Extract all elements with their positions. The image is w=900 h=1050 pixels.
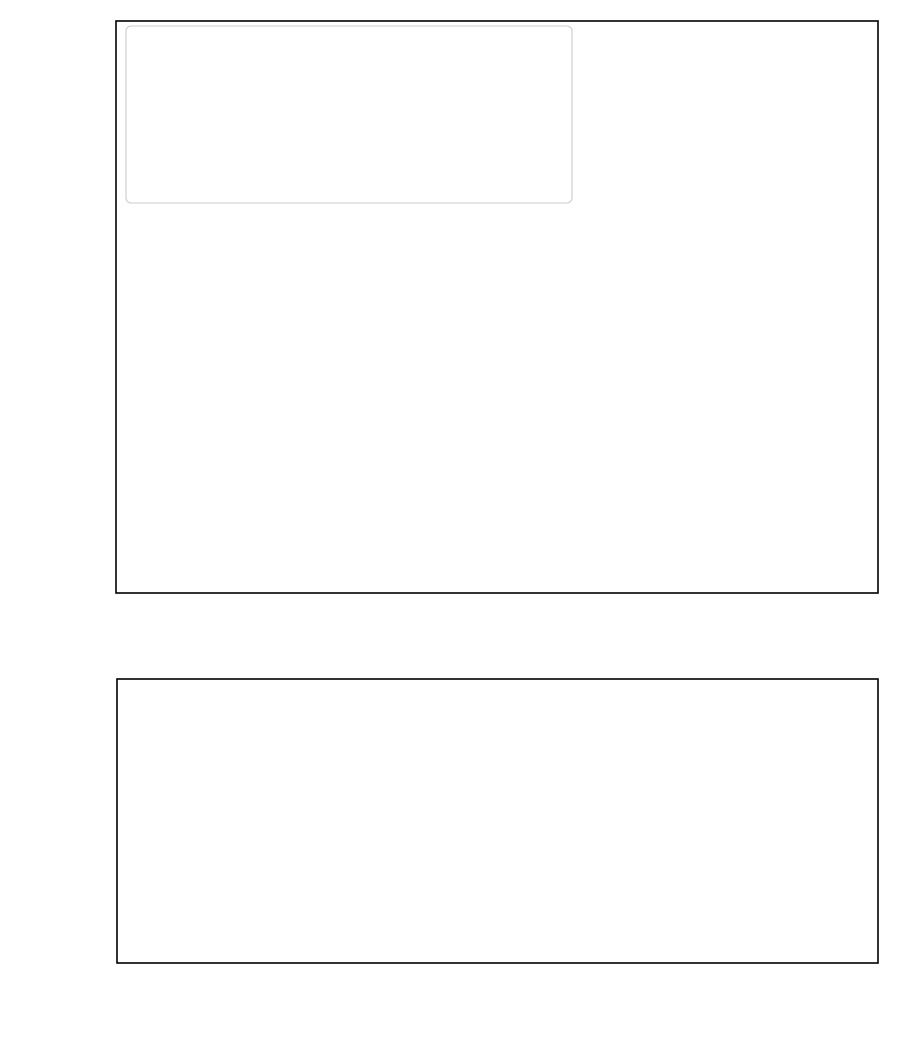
top-panel-frame bbox=[115, 20, 879, 594]
bottom-panel-frame bbox=[116, 678, 879, 964]
top-scatter-panel bbox=[115, 20, 879, 594]
bottom-residuals-panel bbox=[116, 678, 879, 964]
top-panel-legend[interactable] bbox=[125, 25, 573, 204]
legend-box bbox=[125, 25, 573, 204]
